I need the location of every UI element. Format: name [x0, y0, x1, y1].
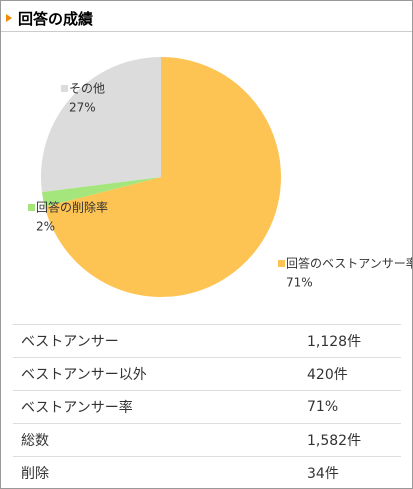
row-label: ベストアンサー	[13, 324, 299, 358]
header: 回答の成績	[1, 1, 412, 32]
header-icon	[6, 14, 12, 22]
legend-swatch	[28, 204, 35, 211]
table-row: ベストアンサー率 71%	[13, 390, 401, 424]
row-value: 1,128件	[299, 324, 401, 358]
pie-slice	[41, 177, 161, 207]
row-label: ベストアンサー以外	[13, 357, 299, 391]
table-row: 削除 34件	[13, 456, 401, 488]
row-value: 34件	[299, 456, 401, 488]
row-label: 総数	[13, 423, 299, 457]
row-label: 削除	[13, 456, 299, 488]
row-label: ベストアンサー率	[13, 390, 299, 424]
legend-swatch	[61, 85, 68, 92]
table-row: 総数 1,582件	[13, 423, 401, 457]
pie-chart: 回答のベストアンサー率 71% 回答の削除率 2% その他 27%	[28, 57, 412, 297]
header-title: 回答の成績	[18, 10, 94, 28]
slice-value: 27%	[69, 101, 96, 115]
table-row: ベストアンサー 1,128件	[13, 324, 401, 358]
slice-value: 2%	[36, 220, 55, 234]
slice-label: 回答のベストアンサー率	[286, 256, 412, 271]
row-value: 420件	[299, 357, 401, 391]
slice-value: 71%	[286, 276, 313, 290]
legend-swatch	[278, 260, 285, 267]
row-value: 71%	[299, 390, 401, 424]
pie-slice	[40, 57, 161, 193]
slice-label: その他	[69, 82, 105, 96]
slice-label: 回答の削除率	[36, 200, 108, 215]
stats-table: ベストアンサー 1,128件 ベストアンサー以外 420件 ベストアンサー率 71% 総数 1…	[13, 324, 401, 488]
table-row: ベストアンサー以外 420件	[13, 357, 401, 391]
pie-slice	[44, 57, 282, 297]
row-value: 1,582件	[299, 423, 401, 457]
